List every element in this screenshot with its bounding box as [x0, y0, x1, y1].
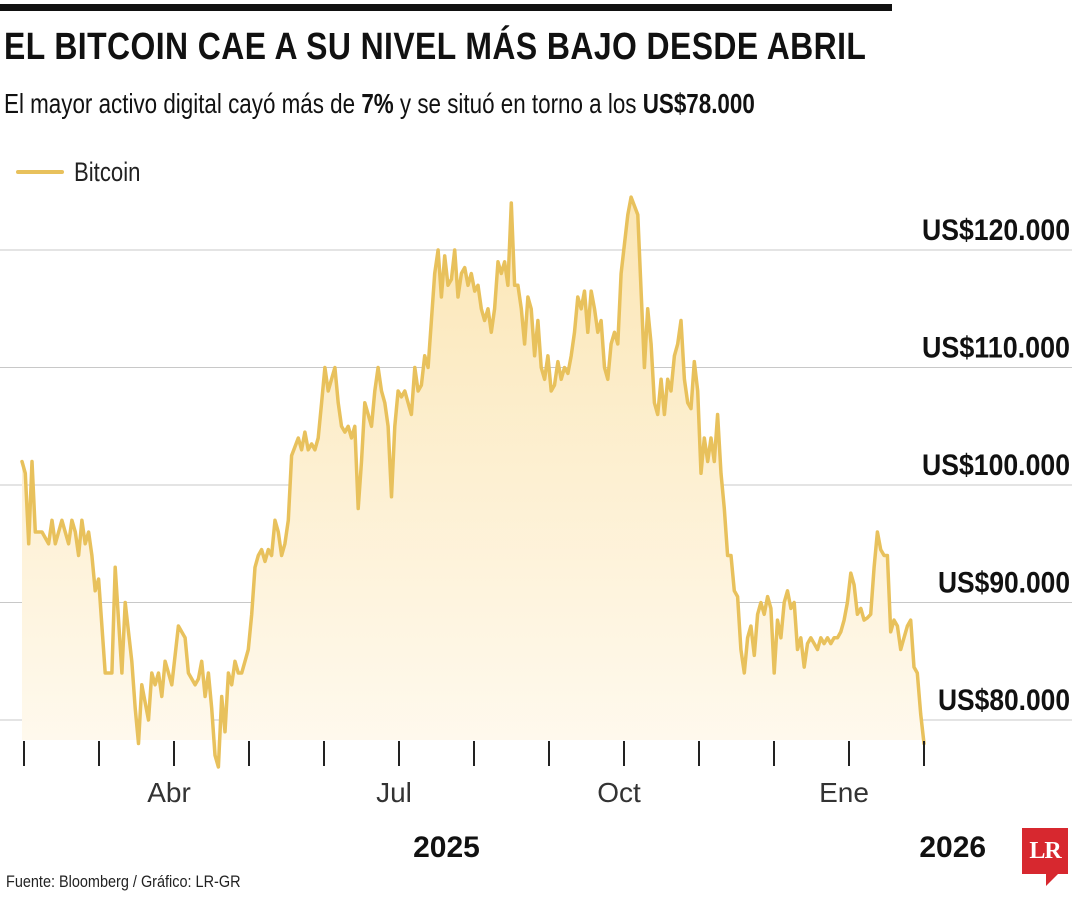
- y-axis-labels: US$80.000 US$90.000 US$100.000 US$110.000 US…: [922, 214, 1070, 717]
- subtitle-price: US$78.000: [642, 88, 755, 119]
- bitcoin-area: [22, 197, 924, 768]
- chart-subtitle: El mayor activo digital cayó más de 7% y…: [4, 88, 755, 120]
- y-tick-label-100000: US$100.000: [922, 449, 1070, 482]
- legend-label-bitcoin: Bitcoin: [74, 156, 141, 187]
- source-note: Fuente: Bloomberg / Gráfico: LR-GR: [6, 872, 241, 891]
- y-tick-label-110000: US$110.000: [922, 332, 1070, 365]
- x-label-ene: Ene: [819, 777, 869, 808]
- y-tick-label-90000: US$90.000: [938, 567, 1070, 600]
- subtitle-text-1: El mayor activo digital cayó más de: [4, 88, 362, 119]
- x-label-abr: Abr: [147, 777, 191, 808]
- subtitle-percent: 7%: [361, 88, 394, 119]
- x-label-jul: Jul: [376, 777, 412, 808]
- bitcoin-line: [20, 195, 926, 769]
- x-axis-labels: Abr Jul Oct Ene 2025 2026: [147, 777, 986, 864]
- lr-logo-text: LR: [1029, 837, 1061, 864]
- legend: Bitcoin: [16, 154, 155, 190]
- year-label-2026: 2026: [919, 831, 986, 864]
- y-tick-label-80000: US$80.000: [938, 684, 1070, 717]
- legend-swatch-bitcoin: [16, 170, 64, 174]
- chart-title: EL BITCOIN CAE A SU NIVEL MÁS BAJO DESDE…: [4, 26, 867, 68]
- lr-logo-tail: [1046, 872, 1060, 886]
- lr-logo: LR: [1022, 828, 1068, 874]
- y-tick-label-120000: US$120.000: [922, 214, 1070, 247]
- subtitle-text-2: y se situó en torno a los: [393, 88, 643, 119]
- x-label-oct: Oct: [597, 777, 641, 808]
- top-rule: [0, 4, 892, 11]
- x-axis-ticks: [23, 741, 925, 766]
- year-label-2025: 2025: [413, 831, 480, 864]
